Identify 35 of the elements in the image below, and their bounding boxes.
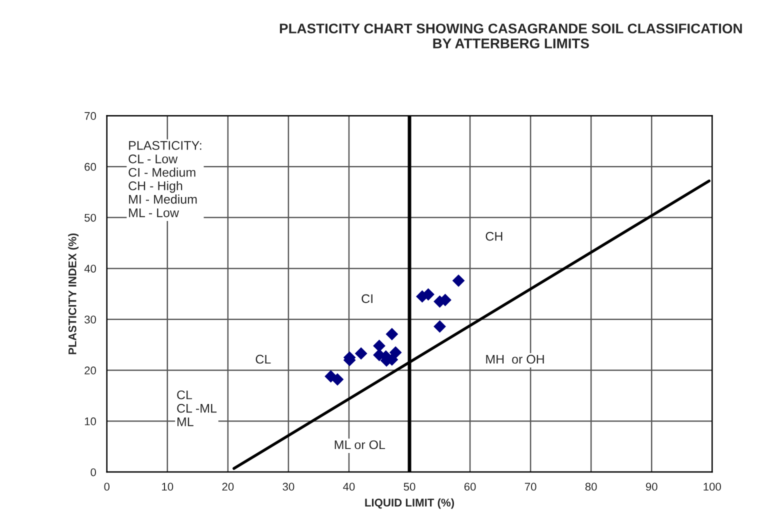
y-tick-label: 40	[84, 264, 96, 273]
y-axis-title: PLASTICITY INDEX (%)	[68, 233, 79, 354]
annotation: CH	[486, 232, 502, 241]
x-tick-label: 20	[222, 482, 234, 491]
y-tick-label: 60	[84, 162, 96, 171]
x-tick-label: 10	[162, 482, 174, 491]
x-tick-label: 90	[646, 482, 658, 491]
chart-title: PLASTICITY CHART SHOWING CASAGRANDE SOIL CLASSIFICATION BY ATTERBERG LIMITS	[280, 24, 742, 48]
y-tick-label: 0	[90, 468, 96, 476]
annotation: MH or OH	[486, 354, 544, 364]
x-tick-label: 40	[343, 482, 355, 491]
annotation: CL CL -ML ML	[177, 390, 217, 426]
y-tick-label: 20	[84, 366, 96, 374]
x-tick-label: 70	[524, 482, 536, 491]
y-tick-label: 50	[84, 214, 96, 222]
x-tick-label: 100	[704, 482, 721, 491]
point	[452, 274, 465, 287]
annotation: CI	[362, 294, 372, 304]
annotation: CL	[256, 354, 271, 364]
annotation: ML or OL	[334, 440, 386, 450]
annotation: PLASTICITY: CL - Low CI - Medium CH - High MI - Medium ML - Low	[128, 141, 202, 218]
y-tick-label: 10	[84, 417, 96, 426]
y-tick-label: 30	[84, 316, 96, 324]
point	[331, 373, 344, 386]
x-axis-title: LIQUID LIMIT (%)	[365, 498, 454, 509]
point	[354, 347, 368, 360]
x-tick-label: 60	[464, 482, 476, 491]
x-tick-label: 50	[404, 482, 416, 491]
point	[434, 320, 446, 333]
point	[389, 346, 402, 359]
x-tick-label: 30	[282, 482, 294, 491]
x-tick-label: 80	[585, 482, 597, 491]
y-tick-label: 70	[84, 112, 96, 120]
point	[386, 328, 398, 340]
x-tick-label: 0	[104, 482, 110, 491]
